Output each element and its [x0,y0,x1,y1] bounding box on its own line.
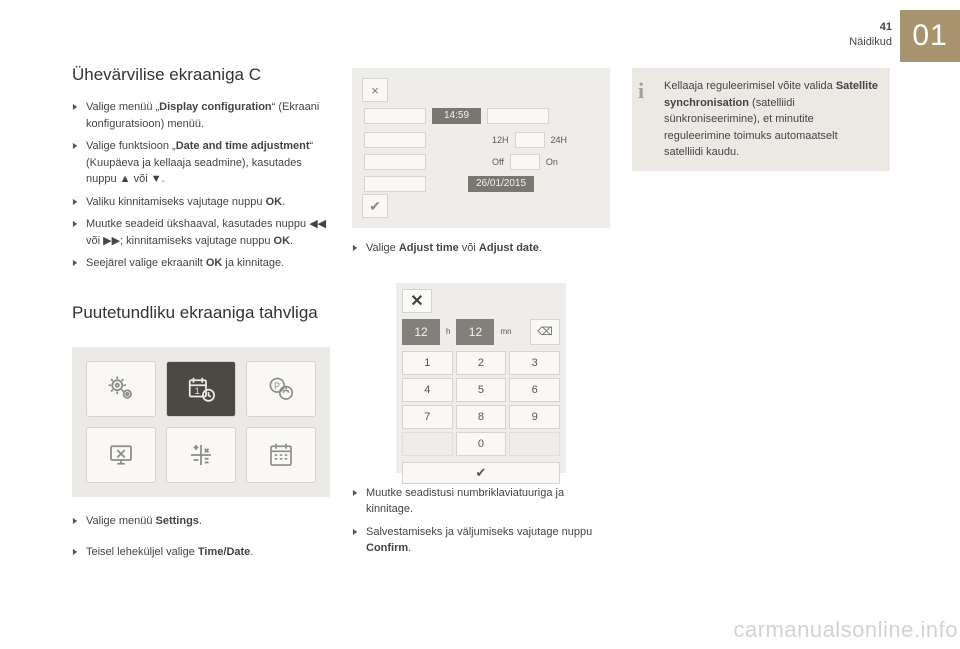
backspace-icon: ⌫ [530,319,560,345]
key-4: 4 [402,378,453,402]
key-8: 8 [456,405,507,429]
date-value: 26/01/2015 [468,176,534,192]
info-box: i Kellaaja reguleerimisel võite valida S… [632,68,890,171]
key-6: 6 [509,378,560,402]
column-left: Ühevärvilise ekraaniga C Valige menüü „D… [72,44,330,566]
info-icon: i [638,74,656,96]
keypad-grid: 1 2 3 4 5 6 7 8 9 0 [402,351,560,456]
svg-text:1: 1 [195,386,200,396]
key-7: 7 [402,405,453,429]
bar-blank [364,176,426,192]
heading-touch-tablet: Puutetundliku ekraaniga tahvliga [72,302,330,323]
hours-unit: h [440,327,456,336]
svg-text:P: P [274,381,280,391]
figure-keypad: ✕ 12 h 12 mn ⌫ 1 2 3 4 5 6 7 8 9 0 [396,283,566,473]
label-off: Off [492,157,504,167]
bar-blank [364,108,426,124]
close-icon: × [362,78,388,102]
toggle-12-24 [515,132,545,148]
figure-time-date: × 14:59 12H 24H Off On [352,68,610,228]
calculator-icon [186,440,216,470]
key-3: 3 [509,351,560,375]
list-item: Salvestamiseks ja väljumiseks vajutage n… [352,524,610,557]
instructions-touch-2: Teisel leheküljel valige Time/Date. [72,544,330,567]
tile-parking: P [246,361,316,417]
close-icon: ✕ [402,289,432,313]
list-item: Valige Adjust time või Adjust date. [352,240,610,257]
hours-field: 12 [402,319,440,345]
column-middle: × 14:59 12H 24H Off On [352,44,610,566]
key-5: 5 [456,378,507,402]
bar-blank [364,154,426,170]
key-9: 9 [509,405,560,429]
bar-blank [364,132,426,148]
list-item: Muutke seadeid ükshaaval, kasutades nupp… [72,216,330,249]
gear-icon [106,374,136,404]
list-item: Valige funktsioon „Date and time adjustm… [72,138,330,188]
list-item: Muutke seadistusi numbriklaviatuuriga ja… [352,485,610,518]
monitor-icon [106,440,136,470]
instructions-keypad: Muutke seadistusi numbriklaviatuuriga ja… [352,485,610,563]
list-item: Teisel leheküljel valige Time/Date. [72,544,330,561]
toggle-off-on [510,154,540,170]
key-blank [509,432,560,456]
parking-icon: P [266,374,296,404]
watermark: carmanualsonline.info [733,617,958,643]
label-24h: 24H [551,135,568,145]
list-item: Valige menüü „Display configuration“ (Ek… [72,99,330,132]
tile-clock-active: 1 [166,361,236,417]
tile-calendar [246,427,316,483]
minutes-unit: mn [494,327,517,336]
tile-calculator [166,427,236,483]
label-on: On [546,157,558,167]
check-icon: ✔ [362,194,388,218]
instructions-adjust: Valige Adjust time või Adjust date. [352,240,610,263]
key-1: 1 [402,351,453,375]
keypad-display: 12 h 12 mn ⌫ [402,319,560,345]
minutes-field: 12 [456,319,494,345]
time-value: 14:59 [432,108,481,124]
confirm-icon: ✔ [402,462,560,484]
column-right: i Kellaaja reguleerimisel võite valida S… [632,44,890,566]
figure-tablet-icons: 1 P [72,347,330,497]
label-12h: 12H [492,135,509,145]
heading-mono-screen: Ühevärvilise ekraaniga C [72,64,330,85]
list-item: Seejärel valige ekraanilt OK ja kinnitag… [72,255,330,272]
instructions-touch-1: Valige menüü Settings. [72,513,330,536]
bar-blank [487,108,549,124]
instructions-mono: Valige menüü „Display configuration“ (Ek… [72,99,330,278]
list-item: Valiku kinnitamiseks vajutage nuppu OK. [72,194,330,211]
key-2: 2 [456,351,507,375]
tile-display [86,427,156,483]
key-blank [402,432,453,456]
key-0: 0 [456,432,507,456]
list-item: Valige menüü Settings. [72,513,330,530]
tile-settings-gear [86,361,156,417]
calendar-clock-icon: 1 [186,374,216,404]
calendar-icon [266,440,296,470]
